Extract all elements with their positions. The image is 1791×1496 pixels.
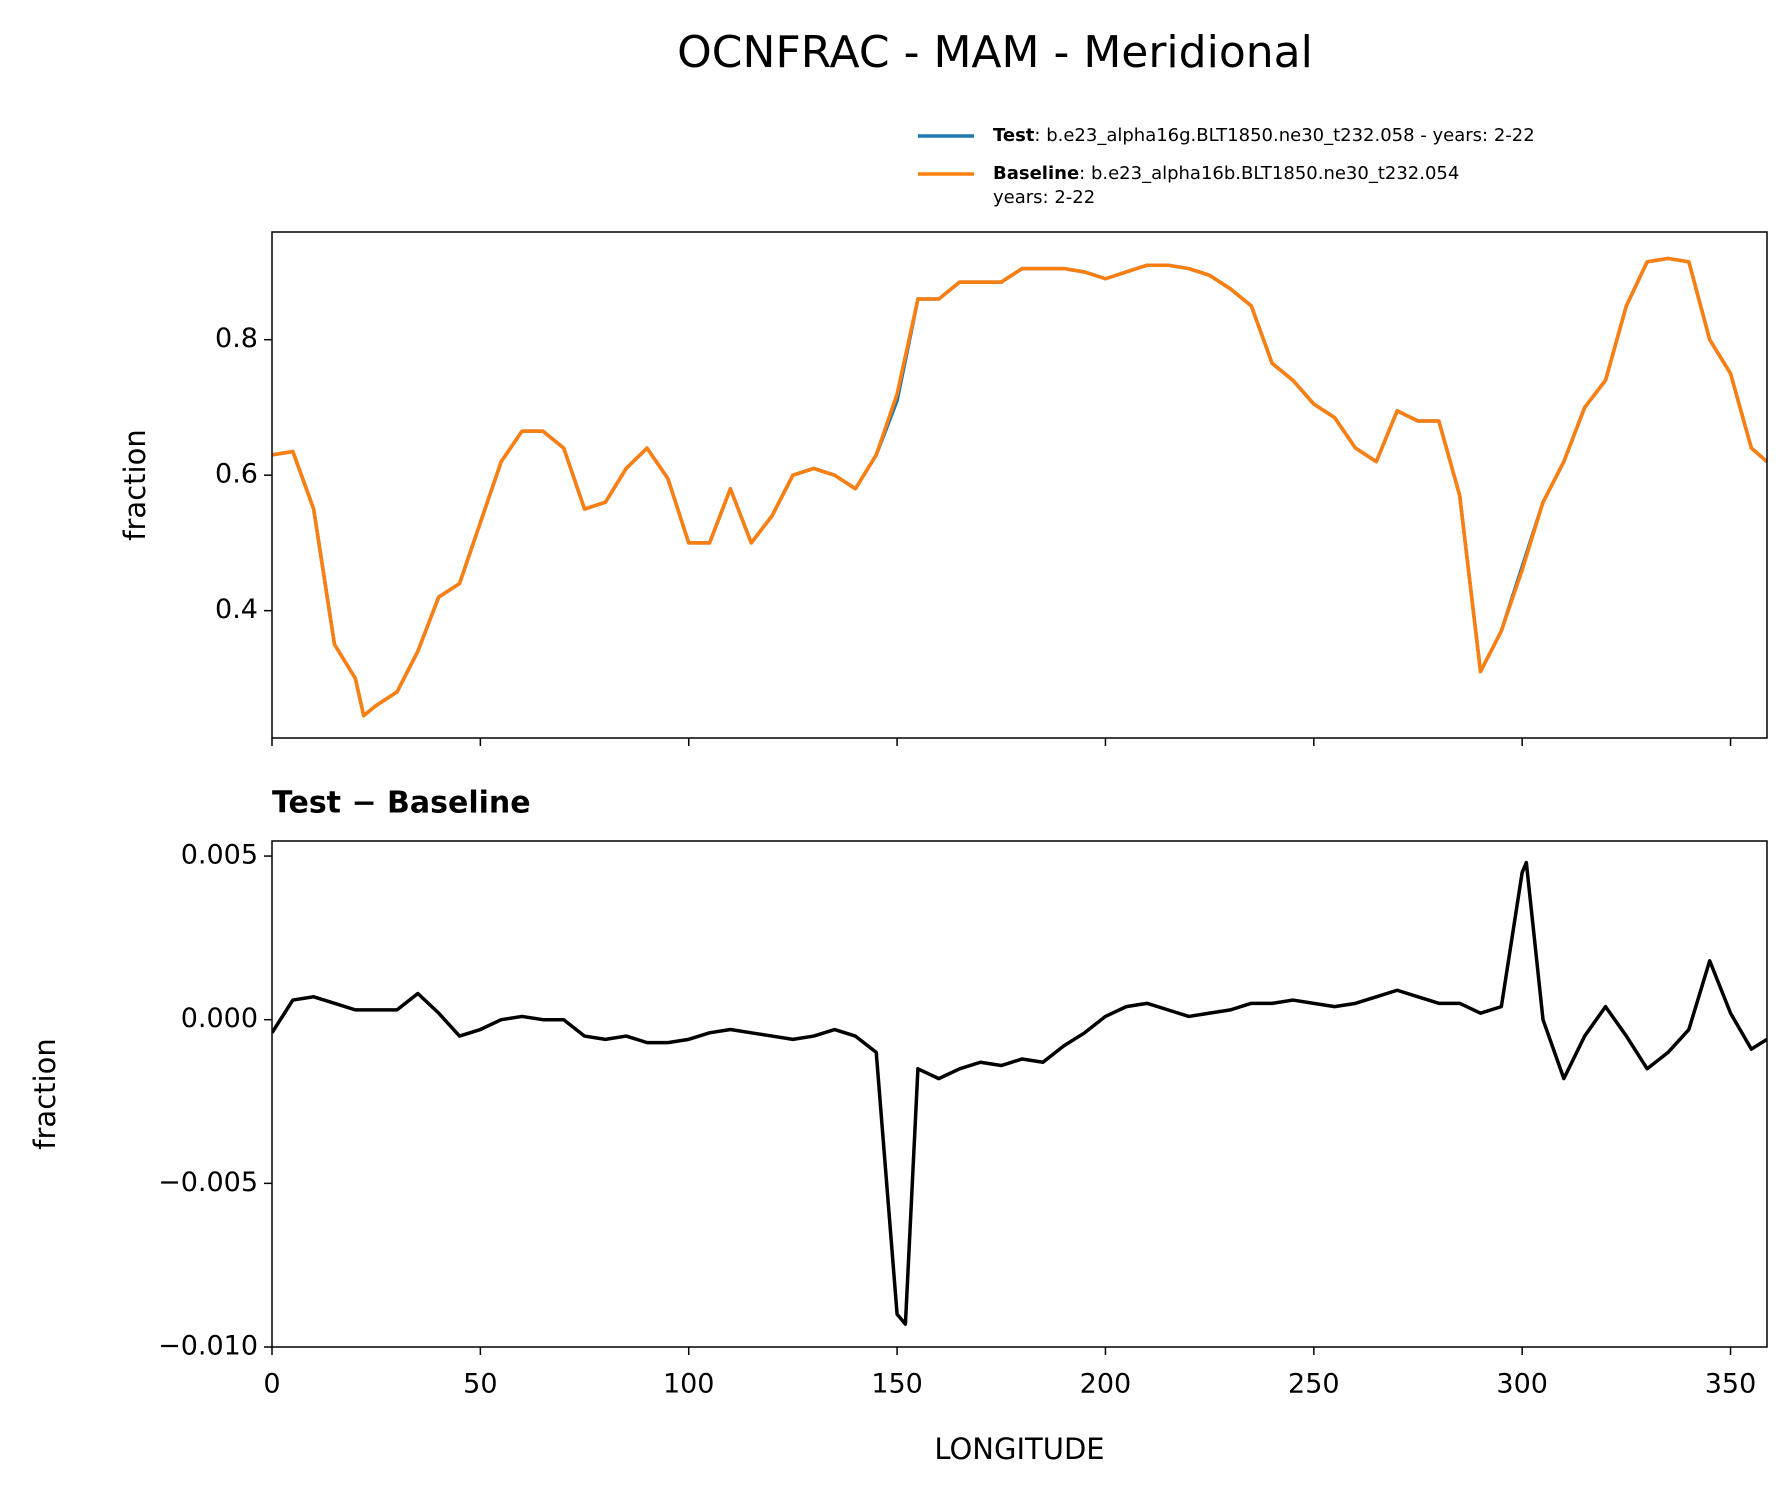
legend-description: years: 2-22	[993, 187, 1095, 208]
series-line	[272, 256, 1767, 718]
y-axis-label: fraction	[28, 1038, 62, 1149]
legend-name: Test	[993, 125, 1035, 146]
x-tick-label: 300	[1496, 1369, 1548, 1400]
axes-frame	[271, 231, 1768, 739]
x-tick-label: 350	[1705, 1369, 1757, 1400]
series-line	[272, 256, 1767, 718]
legend-description: : b.e23_alpha16g.BLT1850.ne30_t232.058 -…	[1034, 125, 1534, 146]
legend-entry: Test: b.e23_alpha16g.BLT1850.ne30_t232.0…	[993, 125, 1535, 146]
series-line	[272, 860, 1767, 1326]
y-tick-label: 0.6	[215, 459, 258, 490]
y-tick-label: 0.005	[181, 840, 258, 871]
y-tick-label: −0.010	[158, 1331, 258, 1362]
x-tick-label: 100	[663, 1369, 715, 1400]
panel-title: Test − Baseline	[272, 786, 531, 821]
x-tick-label: 50	[463, 1369, 497, 1400]
y-tick-label: 0.8	[215, 323, 258, 354]
x-tick-label: 150	[871, 1369, 923, 1400]
legend-description: : b.e23_alpha16b.BLT1850.ne30_t232.054	[1079, 163, 1459, 184]
axes-frame	[271, 840, 1768, 1348]
legend-name: Baseline	[993, 163, 1079, 184]
x-tick-label: 0	[263, 1369, 280, 1400]
legend-entry: Baseline: b.e23_alpha16b.BLT1850.ne30_t2…	[993, 163, 1459, 184]
y-tick-label: −0.005	[158, 1167, 258, 1198]
y-tick-label: 0.000	[181, 1003, 258, 1034]
y-tick-label: 0.4	[215, 594, 258, 625]
x-tick-label: 200	[1080, 1369, 1132, 1400]
x-axis-label: LONGITUDE	[934, 1432, 1104, 1466]
chart-title: OCNFRAC - MAM - Meridional	[677, 27, 1313, 78]
y-axis-label: fraction	[118, 429, 152, 540]
x-tick-label: 250	[1288, 1369, 1340, 1400]
